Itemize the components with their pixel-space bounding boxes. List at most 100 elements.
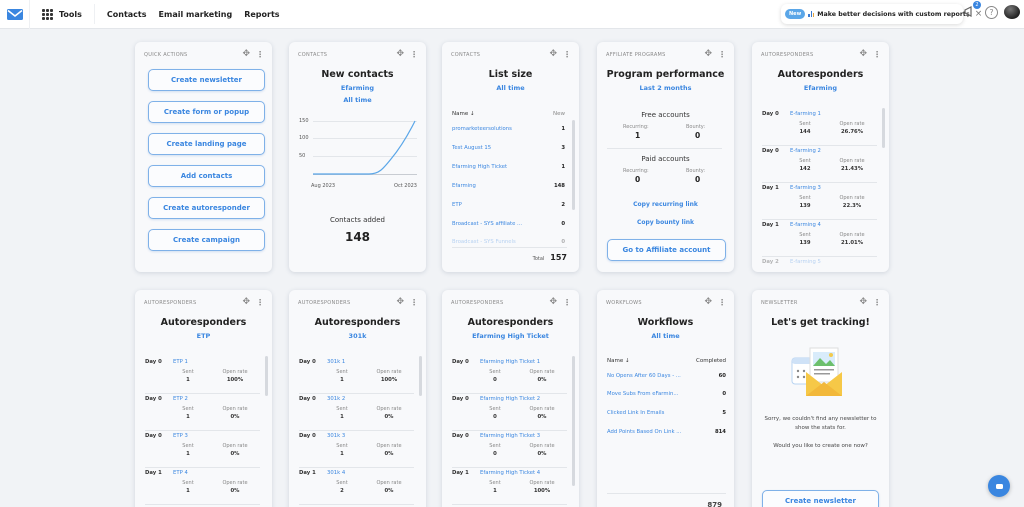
empty-message: Sorry, we couldn't find any newsletter t… (764, 416, 877, 431)
move-icon[interactable]: ✥ (704, 49, 712, 59)
nav-email-marketing[interactable]: Email marketing (158, 9, 233, 19)
scrollbar[interactable] (572, 120, 575, 210)
more-icon[interactable]: ⋮ (563, 49, 571, 59)
autoresponder-row[interactable]: Day 0 E-farming 2 Sent 142 Open rate 21.43% (762, 146, 877, 183)
period-filter[interactable]: All time (496, 84, 525, 92)
paid-accounts-label: Paid accounts (641, 155, 690, 163)
autoresponder-row[interactable]: Day 0 Efarming High Ticket 1 Sent 0 Open rat… (452, 357, 567, 394)
copy-bounty-link[interactable]: Copy bounty link (636, 219, 695, 226)
table-row[interactable]: Broadcast - SYS affiliate ... 0 (452, 221, 565, 227)
autoresponder-row[interactable]: Day 1 Efarming High Ticket 4 Sent 1 Open rat… (452, 468, 567, 505)
table-row[interactable]: Clicked Link In Emails 5 (607, 410, 726, 416)
logo[interactable] (0, 0, 30, 29)
table-row[interactable]: No Opens After 60 Days - ... 60 (607, 373, 726, 379)
autoresponder-row[interactable]: Day 0 301k 3 Sent 1 Open rate 0% (299, 431, 414, 468)
create-landing-page-button[interactable]: Create landing page (148, 133, 265, 155)
col-name[interactable]: Name ↓ (452, 111, 475, 117)
autoresponder-row[interactable]: Day 1 E-farming 3 Sent 139 Open rate 22.3% (762, 183, 877, 220)
y-tick: 50 (299, 153, 306, 159)
autoresponder-row[interactable]: Day 0 301k 2 Sent 1 Open rate 0% (299, 394, 414, 431)
card-title: Workflows (637, 317, 694, 328)
table-row[interactable]: ETP 2 (452, 202, 565, 208)
autoresponder-row[interactable]: Day 0 ETP 2 Sent 1 Open rate 0% (145, 394, 260, 431)
move-icon[interactable]: ✥ (549, 297, 557, 307)
scrollbar[interactable] (419, 356, 422, 396)
more-icon[interactable]: ⋮ (256, 297, 264, 307)
move-icon[interactable]: ✥ (859, 297, 867, 307)
more-icon[interactable]: ⋮ (873, 297, 881, 307)
move-icon[interactable]: ✥ (704, 297, 712, 307)
avatar[interactable] (1004, 5, 1020, 19)
chat-button[interactable] (988, 475, 1010, 497)
table-row[interactable]: Broadcast - SYS Funnels 0 (452, 239, 565, 245)
create-form-button[interactable]: Create form or popup (148, 101, 265, 123)
autoresponder-row[interactable]: Day 1 ETP 4 Sent 1 Open rate 0% (145, 468, 260, 505)
promo-banner[interactable]: New Make better decisions with custom re… (781, 4, 982, 24)
total-row: Total 157 (533, 253, 567, 262)
card-controls: ✥ ⋮ (704, 297, 726, 307)
announcements-button[interactable]: 2 (963, 1, 981, 20)
col-completed: Completed (696, 358, 726, 364)
autoresponder-row[interactable]: Day 0 ETP 3 Sent 1 Open rate 0% (145, 431, 260, 468)
create-newsletter-button[interactable]: Create newsletter (148, 69, 265, 91)
autoresponder-row[interactable]: Day 1 301k 4 Sent 2 Open rate 0% (299, 468, 414, 505)
notification-badge: 2 (973, 1, 981, 9)
card-type: NEWSLETTER (761, 300, 798, 306)
autoresponder-row[interactable]: Day 0 Efarming High Ticket 2 Sent 0 Open rat… (452, 394, 567, 431)
list-filter[interactable]: Efarming High Ticket (472, 332, 549, 340)
move-icon[interactable]: ✥ (859, 49, 867, 59)
autoresponder-row[interactable]: Day 0 E-farming 1 Sent 144 Open rate 26.76% (762, 109, 877, 146)
more-icon[interactable]: ⋮ (563, 297, 571, 307)
autoresponder-row[interactable]: Day 0 ETP 1 Sent 1 Open rate 100% (145, 357, 260, 394)
create-newsletter-button[interactable]: Create newsletter (762, 490, 879, 507)
col-name[interactable]: Name ↓ (607, 358, 630, 364)
card-controls: ✥ ⋮ (396, 297, 418, 307)
autoresponder-row[interactable]: Day 2 E-farming 5 (762, 259, 821, 265)
more-icon[interactable]: ⋮ (718, 49, 726, 59)
go-to-affiliate-button[interactable]: Go to Affiliate account (607, 239, 726, 261)
autoresponder-row[interactable]: Day 1 E-farming 4 Sent 139 Open rate 21.01% (762, 220, 877, 257)
table-row[interactable]: Move Subs From eFarmin... 0 (607, 391, 726, 397)
scrollbar[interactable] (265, 356, 268, 396)
scrollbar[interactable] (572, 356, 575, 486)
period-filter[interactable]: All time (651, 332, 680, 340)
close-icon[interactable]: × (974, 9, 983, 19)
copy-recurring-link[interactable]: Copy recurring link (633, 201, 698, 208)
card-type: AUTORESPONDERS (298, 300, 351, 306)
move-icon[interactable]: ✥ (242, 297, 250, 307)
table-row[interactable]: Add Points Based On Link ... 814 (607, 429, 726, 435)
nav-reports[interactable]: Reports (244, 9, 280, 19)
card-title: List size (488, 69, 533, 80)
list-filter[interactable]: 301k (348, 332, 367, 340)
autoresponder-row[interactable]: Day 0 301k 1 Sent 1 Open rate 100% (299, 357, 414, 394)
move-icon[interactable]: ✥ (396, 49, 404, 59)
autoresponder-row[interactable]: Day 0 Efarming High Ticket 3 Sent 0 Open rat… (452, 431, 567, 468)
add-contacts-button[interactable]: Add contacts (148, 165, 265, 187)
create-campaign-button[interactable]: Create campaign (148, 229, 265, 251)
move-icon[interactable]: ✥ (549, 49, 557, 59)
more-icon[interactable]: ⋮ (410, 297, 418, 307)
quick-actions-card: QUICK ACTIONS ✥ ⋮ Create newsletter Creat… (135, 42, 272, 272)
tools-menu[interactable]: Tools (30, 4, 95, 24)
more-icon[interactable]: ⋮ (718, 297, 726, 307)
list-filter[interactable]: ETP (196, 332, 211, 340)
more-icon[interactable]: ⋮ (410, 49, 418, 59)
table-row[interactable]: Efarming 148 (452, 183, 565, 189)
period-filter[interactable]: All time (343, 96, 372, 104)
help-icon[interactable]: ? (985, 5, 998, 19)
nav-contacts[interactable]: Contacts (106, 9, 147, 19)
more-icon[interactable]: ⋮ (256, 49, 264, 59)
divider (607, 148, 722, 149)
list-filter[interactable]: Efarming (803, 84, 838, 92)
move-icon[interactable]: ✥ (396, 297, 404, 307)
period-filter[interactable]: Last 2 months (639, 84, 692, 92)
move-icon[interactable]: ✥ (242, 49, 250, 59)
create-autoresponder-button[interactable]: Create autoresponder (148, 197, 265, 219)
table-row[interactable]: Efarming High Ticket 1 (452, 164, 565, 170)
scrollbar[interactable] (882, 108, 885, 148)
table-row[interactable]: Test August 15 3 (452, 145, 565, 151)
card-type: AUTORESPONDERS (761, 52, 814, 58)
list-filter[interactable]: Efarming (340, 84, 375, 92)
more-icon[interactable]: ⋮ (873, 49, 881, 59)
table-row[interactable]: promarketeersolutions 1 (452, 126, 565, 132)
